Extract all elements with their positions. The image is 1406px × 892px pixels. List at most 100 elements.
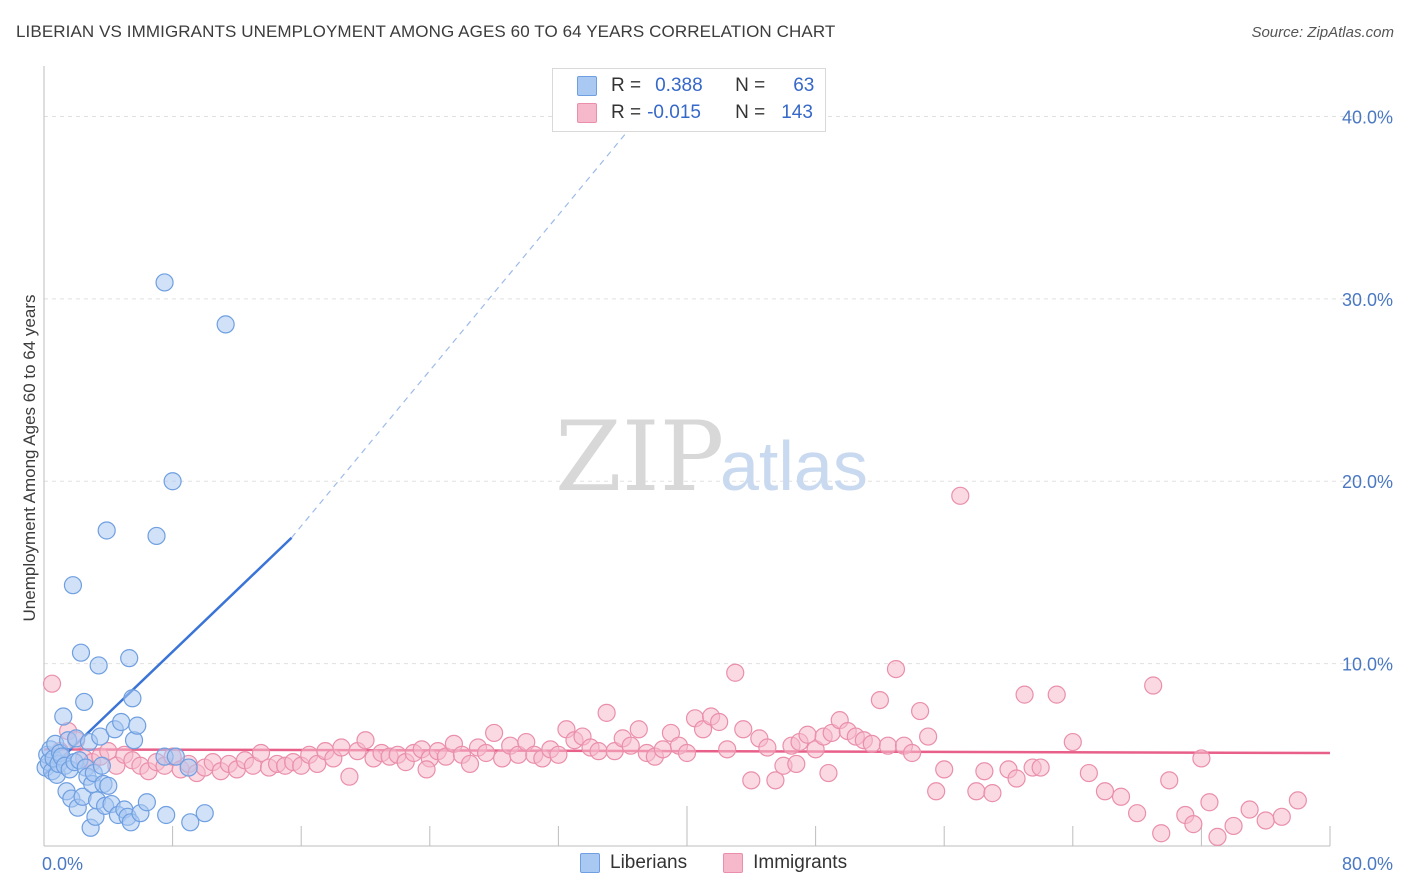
n-label: N =: [735, 75, 766, 96]
immigrants-point: [787, 754, 806, 774]
immigrants-point: [758, 738, 777, 757]
liberians-point: [75, 692, 94, 712]
liberians-point: [137, 793, 156, 812]
stats-legend: R = 0.388 N = 63 R = -0.015 N = 143: [552, 68, 826, 132]
immigrants-point: [742, 771, 761, 790]
liberians-point: [163, 472, 182, 491]
immigrants-point: [935, 760, 954, 779]
immigrants-point: [1224, 816, 1243, 836]
y-tick-label: 30.0%: [1342, 290, 1393, 310]
liberians-point: [166, 747, 185, 766]
chart-title: LIBERIAN VS IMMIGRANTS UNEMPLOYMENT AMON…: [16, 22, 836, 41]
immigrants-point: [927, 782, 946, 801]
y-tick-label: 10.0%: [1342, 655, 1393, 675]
immigrants-point: [1031, 758, 1050, 777]
liberians-point: [99, 776, 118, 795]
immigrants-legend-swatch: [723, 853, 744, 873]
liberians-point: [216, 315, 235, 334]
immigrants-point: [1152, 824, 1171, 843]
immigrants-point: [1111, 787, 1131, 806]
immigrants-point: [1007, 769, 1026, 788]
r-label: R =: [611, 102, 642, 123]
immigrants-point: [951, 486, 970, 505]
watermark-zip: ZIP: [555, 401, 724, 513]
immigrants-point: [629, 720, 648, 739]
r-value: -0.015: [647, 102, 701, 123]
legend-item-liberians: Liberians: [580, 852, 687, 874]
immigrants-point: [870, 690, 890, 710]
immigrants-point: [886, 659, 906, 679]
watermark-atlas: atlas: [720, 427, 868, 505]
immigrants-point: [1095, 782, 1115, 801]
liberians-point: [128, 716, 147, 735]
liberians-point: [195, 804, 214, 823]
immigrants-point: [621, 736, 640, 755]
n-value: 63: [793, 75, 815, 96]
liberians-point: [120, 649, 139, 668]
immigrants-point: [726, 663, 745, 682]
source-label: Source: ZipAtlas.com: [1251, 24, 1394, 41]
immigrants-point: [1160, 771, 1179, 790]
liberians-point: [54, 707, 73, 726]
immigrants-point: [1079, 763, 1098, 783]
n-value: 143: [781, 102, 813, 123]
immigrants-point: [862, 734, 881, 753]
liberians-point: [89, 656, 108, 675]
y-tick-label: 40.0%: [1342, 107, 1393, 127]
liberians-point: [91, 727, 110, 746]
liberians-point: [147, 526, 166, 546]
data-points: [36, 273, 1307, 846]
immigrants-point: [983, 784, 1002, 803]
immigrants-point: [476, 743, 496, 763]
immigrants-point: [967, 782, 986, 801]
immigrants-point: [1208, 827, 1227, 846]
liberians-point: [92, 756, 111, 775]
liberians-point: [97, 521, 116, 540]
immigrants-point: [1256, 811, 1275, 830]
y-tick-label: 20.0%: [1342, 472, 1393, 492]
liberians-legend-label: Liberians: [610, 852, 688, 873]
liberians-point: [63, 576, 83, 595]
liberians-point: [157, 805, 176, 825]
liberians-trend-extension: [291, 97, 656, 539]
immigrants-point: [902, 743, 922, 763]
series-legend: Liberians Immigrants: [580, 852, 883, 874]
immigrants-point: [340, 767, 359, 786]
immigrants-point: [910, 701, 930, 721]
axes: [43, 66, 1331, 847]
liberians-swatch: [577, 76, 597, 96]
liberians-point: [112, 712, 131, 732]
immigrants-point: [1063, 732, 1082, 752]
immigrants-point: [710, 712, 729, 732]
immigrants-point: [1240, 800, 1259, 819]
liberians-point: [155, 273, 174, 292]
immigrants-point: [677, 743, 697, 763]
immigrants-point: [819, 763, 838, 783]
immigrants-point: [766, 771, 785, 790]
immigrants-point: [549, 745, 568, 764]
immigrants-point: [878, 736, 898, 755]
immigrants-point: [597, 703, 616, 722]
tick-labels: 10.0% 20.0% 30.0% 40.0% 0.0% 80.0%: [42, 107, 1393, 874]
immigrants-point: [1127, 804, 1147, 823]
gridlines: [44, 115, 1365, 665]
immigrants-point: [975, 762, 994, 781]
legend-row-immigrants: R = -0.015 N = 143: [577, 102, 813, 124]
x-tick-label: 80.0%: [1342, 854, 1393, 874]
immigrants-point: [1200, 793, 1219, 812]
liberians-legend-swatch: [580, 853, 600, 873]
immigrants-point: [589, 742, 608, 761]
immigrants-point: [332, 738, 351, 757]
legend-item-immigrants: Immigrants: [723, 852, 847, 874]
r-value: 0.388: [655, 75, 703, 96]
immigrants-point: [356, 731, 375, 750]
liberians-point: [179, 758, 198, 777]
immigrants-point: [919, 727, 938, 746]
legend-row-liberians: R = 0.388 N = 63: [577, 75, 814, 97]
liberians-point: [71, 643, 91, 662]
immigrants-point: [653, 740, 672, 759]
x-tick-label: 0.0%: [42, 854, 83, 874]
immigrants-point: [1288, 791, 1307, 810]
immigrants-swatch: [577, 103, 597, 123]
